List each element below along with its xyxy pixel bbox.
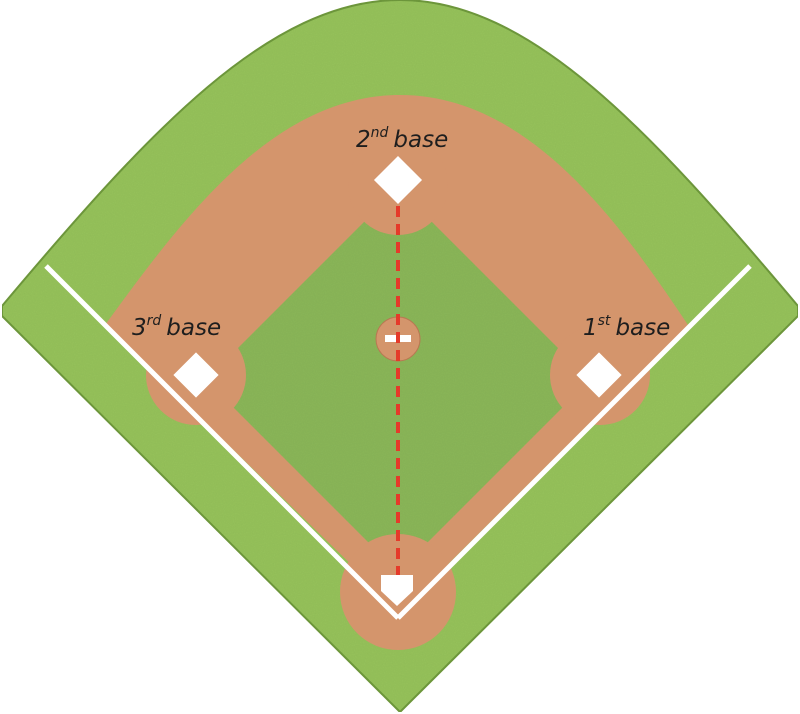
third-base-foul-line bbox=[44, 264, 400, 620]
second-base bbox=[373, 155, 423, 205]
pitchers-rubber-left bbox=[385, 335, 396, 342]
pitchers-rubber-right bbox=[400, 335, 411, 342]
infield-grass bbox=[206, 188, 590, 572]
second-base-label: 2nd base bbox=[356, 125, 448, 153]
third-base-label: 3rd base bbox=[132, 313, 221, 341]
first-base-label: 1st base bbox=[583, 313, 670, 341]
home-plate bbox=[381, 575, 413, 606]
third-base bbox=[173, 352, 219, 398]
first-base-foul-line bbox=[396, 264, 752, 620]
